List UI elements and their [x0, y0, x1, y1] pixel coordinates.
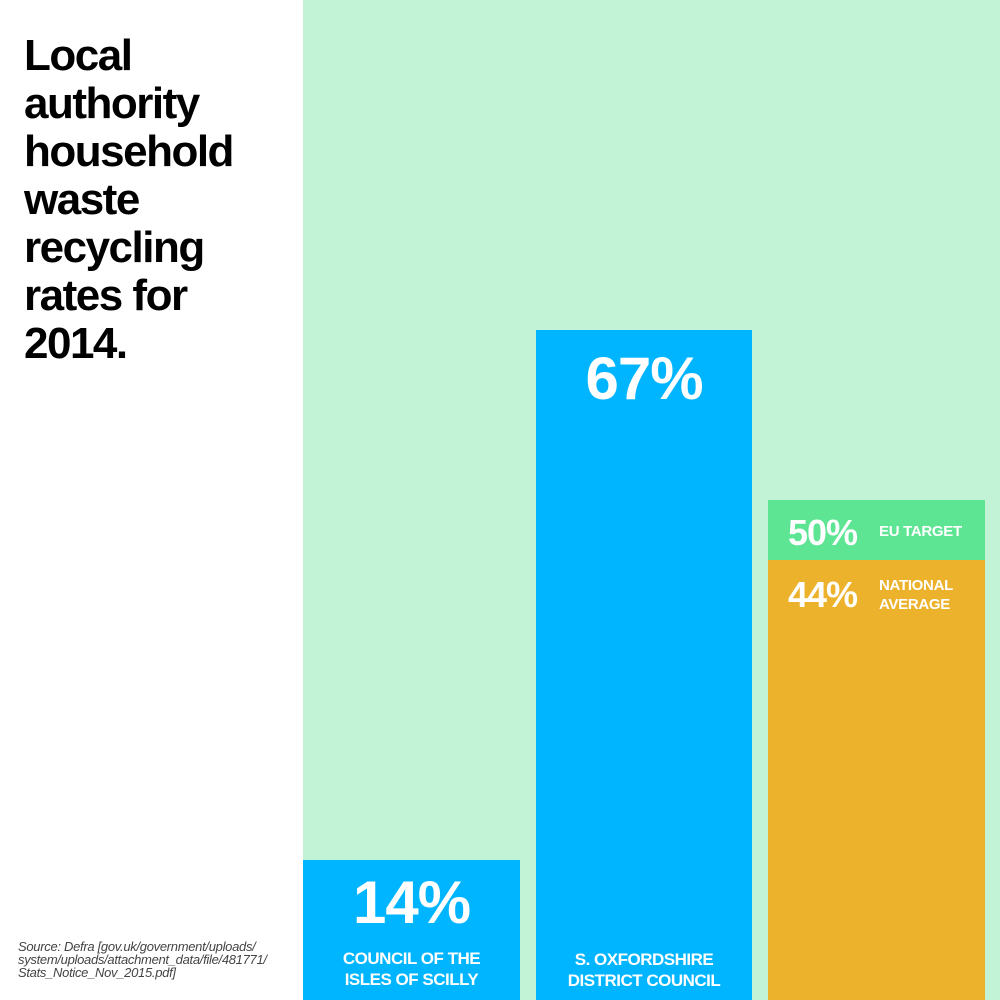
- eu-target-label: EU TARGET: [879, 523, 962, 540]
- national-average-value: 44%: [788, 574, 858, 615]
- source-note: Source: Defra [gov.uk/government/uploads…: [18, 939, 267, 980]
- national-average-label: NATIONAL AVERAGE: [879, 577, 953, 613]
- chart-title: Local authority household waste recyclin…: [24, 31, 234, 368]
- bar-south-oxfordshire: 67% S. OXFORDSHIRE DISTRICT COUNCIL: [536, 330, 752, 1000]
- eu-target-value: 50%: [788, 512, 858, 553]
- plot-area: 14% COUNCIL OF THE ISLES OF SCILLY 67% S…: [303, 0, 1000, 1000]
- bar-national-average: 44% NATIONAL AVERAGE: [768, 560, 985, 1000]
- bar-category-label: S. OXFORDSHIRE DISTRICT COUNCIL: [567, 950, 721, 990]
- bar-category-label: COUNCIL OF THE ISLES OF SCILLY: [342, 949, 481, 989]
- bar-isles-of-scilly: 14% COUNCIL OF THE ISLES OF SCILLY: [303, 860, 520, 1000]
- bar-value-label: 67%: [585, 345, 703, 412]
- title-panel: Local authority household waste recyclin…: [0, 0, 303, 1000]
- bar-value-label: 14%: [352, 869, 471, 936]
